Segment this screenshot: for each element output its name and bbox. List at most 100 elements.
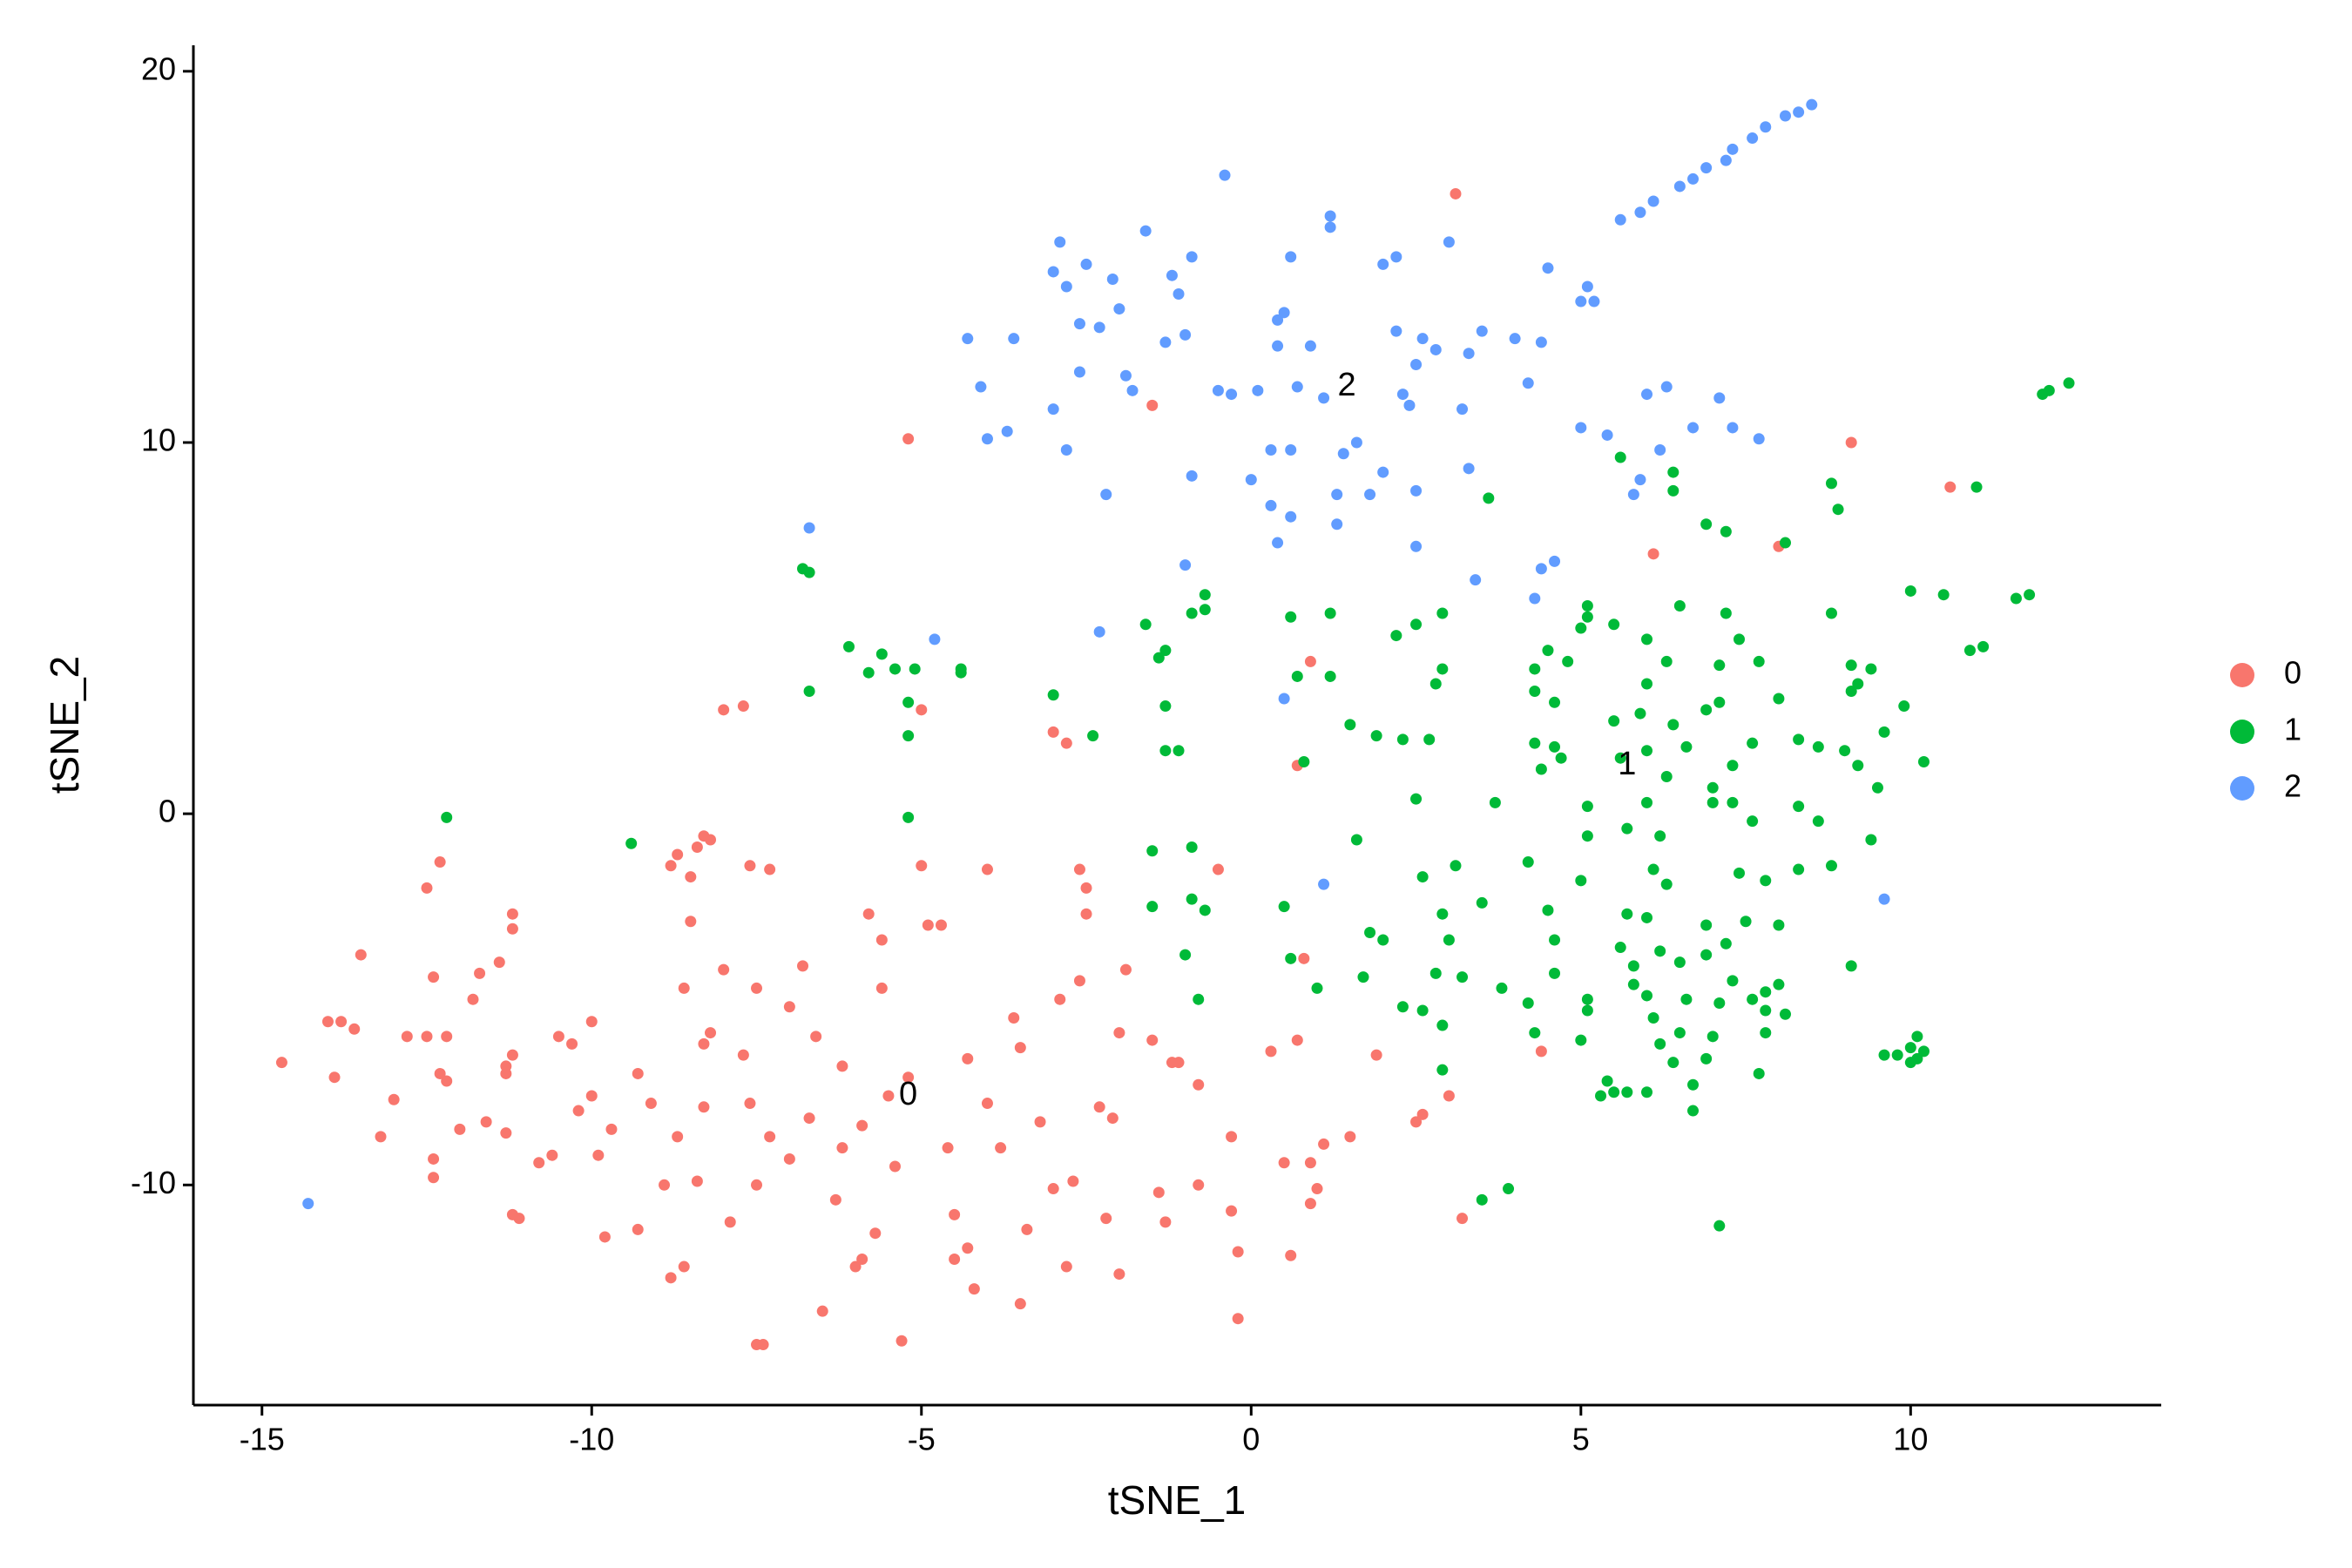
point [1852,760,1864,772]
point [1667,484,1680,497]
point [1212,384,1224,396]
point [421,1031,433,1043]
point [441,1031,453,1043]
point [1601,429,1613,441]
point [1476,896,1488,909]
point [1660,655,1673,667]
point [1278,693,1290,705]
point [1773,919,1785,931]
point [1891,1049,1903,1061]
point [1166,269,1178,281]
point [1047,689,1059,701]
point [1370,1049,1382,1061]
point [1747,815,1759,828]
point [1093,1101,1105,1113]
point [1542,904,1554,916]
point [1713,696,1726,708]
point [1614,451,1626,463]
point [1285,952,1297,964]
point [1377,466,1389,478]
point [1450,187,1462,199]
point [1535,763,1547,775]
x-tick-label: 0 [1242,1422,1260,1457]
point [1773,693,1785,705]
point [665,1272,677,1284]
point [1871,781,1883,794]
point [942,1142,954,1154]
point [1634,474,1646,486]
point [803,1112,815,1125]
point [1159,745,1172,757]
point [1173,288,1185,301]
point [744,1098,756,1110]
point [1034,1116,1046,1128]
point [1845,960,1857,972]
point [1080,908,1092,920]
point [1898,700,1910,713]
point [962,1052,974,1064]
point [1014,1042,1026,1054]
point [1087,730,1099,742]
point [1080,258,1092,270]
point [1627,960,1639,972]
point [1977,640,1990,652]
point [1344,1131,1356,1143]
point [572,1105,585,1117]
point [1581,1004,1593,1017]
point [1673,180,1686,193]
point [1450,860,1462,872]
point [441,811,453,823]
point [302,1198,314,1210]
point [1700,949,1713,961]
point [421,882,433,894]
point [902,696,915,708]
point [1581,611,1593,623]
point [1364,489,1376,501]
point [916,704,928,716]
point [454,1123,466,1135]
point [1232,1246,1244,1258]
point [1937,589,1950,601]
point [1720,154,1732,166]
point [1660,771,1673,783]
point [1416,1004,1429,1017]
point [1456,1213,1469,1225]
point [1173,1057,1185,1069]
point [1713,997,1726,1009]
point [1970,481,1983,493]
point [902,433,915,445]
point [1350,834,1362,846]
point [1008,333,1020,345]
point [1680,993,1693,1005]
point [949,1208,961,1220]
point [1654,830,1666,842]
point [698,1037,710,1050]
point [698,830,710,842]
point [882,1090,895,1102]
point [1904,1042,1916,1054]
point [1390,251,1402,263]
point [388,1093,400,1105]
point [592,1149,605,1161]
point [1060,444,1072,456]
point [1193,1078,1205,1091]
point [751,1179,763,1191]
point [803,686,815,698]
point [1126,384,1139,396]
point [1014,1298,1026,1310]
point [467,993,479,1005]
point [875,648,888,660]
point [1713,1220,1726,1232]
point [1825,477,1837,490]
point [1272,537,1284,549]
point [1152,652,1165,664]
point [1278,307,1290,319]
point [1179,328,1192,341]
point [1119,963,1132,976]
point [1720,937,1732,950]
point [1436,663,1449,675]
point [1793,733,1805,746]
point [1047,726,1059,738]
legend-label: 0 [2284,655,2301,691]
point [1423,733,1436,746]
